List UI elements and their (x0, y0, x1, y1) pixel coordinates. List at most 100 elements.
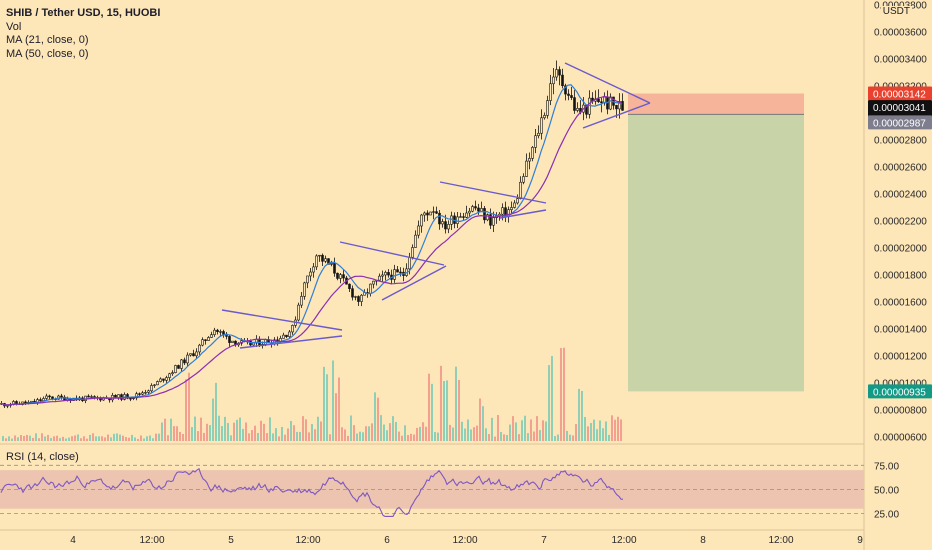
candle-body (384, 272, 387, 276)
candle-body (474, 206, 477, 209)
candle-body (150, 385, 153, 392)
candle-body (435, 211, 438, 214)
volume-bar (374, 392, 376, 441)
volume-bar (185, 379, 187, 441)
volume-bar (488, 434, 490, 441)
volume-bar (506, 434, 508, 441)
candle-body (573, 97, 576, 111)
volume-bar (458, 379, 460, 441)
volume-bar (482, 406, 484, 441)
volume-bar (560, 348, 562, 441)
volume-bar (476, 425, 478, 441)
volume-bar (119, 434, 121, 441)
legend-ma21[interactable]: MA (21, close, 0) (6, 34, 89, 46)
volume-bar (359, 431, 361, 441)
currency-label[interactable]: USDT (880, 6, 912, 17)
candle-body (144, 392, 147, 394)
volume-bar (398, 431, 400, 441)
volume-bar (290, 420, 292, 441)
price-badge-target-top (868, 86, 932, 101)
volume-bar (239, 417, 241, 441)
candle-body (87, 395, 90, 398)
candle-body (93, 396, 96, 398)
volume-bar (11, 438, 13, 441)
time-tick-label: 12:00 (295, 535, 320, 546)
symbol-title[interactable]: SHIB / Tether USD, 15, HUOBI (6, 7, 161, 19)
volume-bar (326, 374, 328, 441)
volume-bar (584, 416, 586, 441)
volume-bar (596, 429, 598, 441)
volume-bar (80, 438, 82, 441)
volume-bar (35, 433, 37, 441)
volume-bar (431, 383, 433, 441)
volume-bar (530, 419, 532, 441)
rsi-tick-label: 25.00 (874, 510, 899, 521)
volume-bar (416, 427, 418, 441)
candle-body (618, 101, 621, 110)
volume-bar (227, 423, 229, 441)
volume-bar (95, 436, 97, 441)
candle-body (543, 115, 546, 119)
volume-bar (275, 428, 277, 441)
ma21-line (0, 84, 623, 406)
candle-body (189, 353, 192, 356)
candle-body (486, 214, 489, 221)
volume-bar (389, 423, 391, 441)
rsi-tick-label: 50.00 (874, 485, 899, 496)
volume-bar (149, 435, 151, 441)
volume-bar (203, 432, 205, 441)
candle-body (282, 334, 285, 339)
volume-bar (254, 425, 256, 441)
candle-body (432, 211, 435, 213)
volume-bar (386, 430, 388, 441)
candle-body (597, 98, 600, 103)
trendline (499, 209, 547, 219)
volume-bar (461, 421, 463, 441)
volume-bar (89, 434, 91, 441)
rsi-line (0, 467, 623, 517)
volume-bar (278, 436, 280, 441)
volume-bar (479, 398, 481, 441)
volume-bar (32, 437, 34, 441)
volume-bar (65, 438, 67, 441)
volume-bar (182, 433, 184, 441)
time-tick-label: 8 (700, 535, 706, 546)
candle-body (348, 283, 351, 289)
candle-body (600, 101, 603, 104)
candle-body (342, 274, 345, 279)
volume-bar (413, 434, 415, 441)
volume-bar (410, 433, 412, 441)
volume-bar (248, 433, 250, 441)
volume-bar (221, 426, 223, 441)
legend-ma50[interactable]: MA (50, close, 0) (6, 47, 89, 60)
candle-body (165, 377, 168, 381)
price-tick-label: 0.00001600 (874, 298, 927, 309)
candle-body (399, 271, 402, 274)
rsi-legend[interactable]: RSI (14, close) (6, 451, 79, 463)
legend-vol[interactable]: Vol (6, 20, 22, 33)
volume-bar (251, 430, 253, 441)
candle-body (210, 334, 213, 338)
candle-body (198, 344, 201, 353)
volume-bar (518, 434, 520, 441)
volume-bar (20, 435, 22, 441)
volume-bar (191, 427, 193, 441)
volume-bar (452, 427, 454, 441)
candle-body (357, 296, 360, 302)
volume-bar (38, 438, 40, 441)
volume-bar (602, 428, 604, 441)
volume-bar (245, 422, 247, 441)
candle-body (207, 337, 210, 341)
volume-bar (131, 434, 133, 441)
candle-body (417, 225, 420, 236)
price-badge-last-text: 0.00003041 (873, 103, 926, 114)
volume-bar (311, 424, 313, 441)
volume-bar (125, 437, 127, 441)
candle-body (369, 283, 372, 294)
candle-body (588, 97, 591, 115)
volume-bar (209, 425, 211, 441)
candle-body (492, 217, 495, 226)
volume-bar (98, 436, 100, 441)
